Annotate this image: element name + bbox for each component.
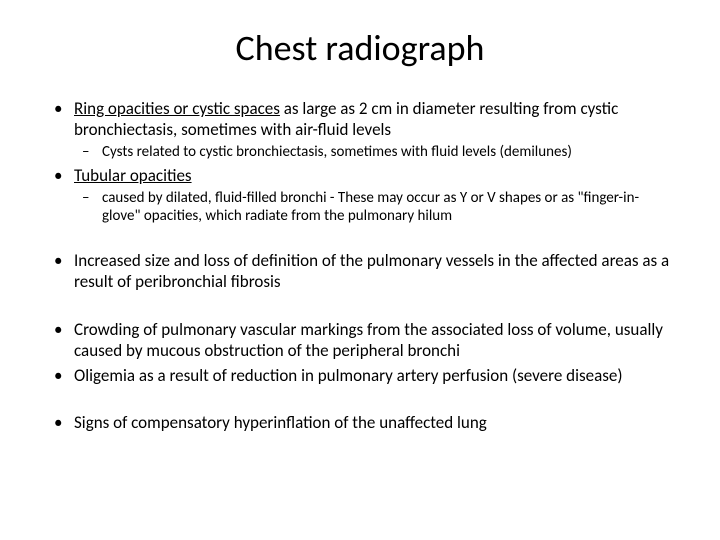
bullet-text: Increased size and loss of definition of… <box>74 250 669 292</box>
spacer <box>50 297 670 319</box>
sub-bullet-list: Cysts related to cystic bronchiectasis, … <box>74 143 670 162</box>
bullet-list: Signs of compensatory hyperinflation of … <box>50 412 670 433</box>
bullet-hyperinflation: Signs of compensatory hyperinflation of … <box>50 412 670 433</box>
bullet-list: Increased size and loss of definition of… <box>50 250 670 293</box>
bullet-text: Oligemia as a result of reduction in pul… <box>74 365 623 386</box>
bullet-list: Ring opacities or cystic spaces as large… <box>50 98 670 226</box>
slide-title: Chest radiograph <box>50 26 670 70</box>
bullet-ring-opacities: Ring opacities or cystic spaces as large… <box>50 98 670 161</box>
bullet-text: Crowding of pulmonary vascular markings … <box>74 319 663 361</box>
sub-bullet-list: caused by dilated, fluid-filled bronchi … <box>74 189 670 227</box>
bullet-increased-size: Increased size and loss of definition of… <box>50 250 670 293</box>
slide: Chest radiograph Ring opacities or cysti… <box>0 0 720 540</box>
bullet-underline-text: Tubular opacities <box>74 165 192 186</box>
spacer <box>50 390 670 412</box>
sub-bullet: caused by dilated, fluid-filled bronchi … <box>74 189 670 227</box>
bullet-oligemia: Oligemia as a result of reduction in pul… <box>50 365 670 386</box>
bullet-list: Crowding of pulmonary vascular markings … <box>50 319 670 387</box>
bullet-tubular-opacities: Tubular opacities caused by dilated, flu… <box>50 165 670 226</box>
bullet-underline-text: Ring opacities or cystic spaces <box>74 98 280 119</box>
sub-bullet: Cysts related to cystic bronchiectasis, … <box>74 143 670 162</box>
bullet-crowding: Crowding of pulmonary vascular markings … <box>50 319 670 362</box>
spacer <box>50 230 670 250</box>
sub-bullet-text: Cysts related to cystic bronchiectasis, … <box>102 143 572 161</box>
sub-bullet-text: caused by dilated, fluid-filled bronchi … <box>102 189 639 226</box>
bullet-text: Signs of compensatory hyperinflation of … <box>74 412 487 433</box>
